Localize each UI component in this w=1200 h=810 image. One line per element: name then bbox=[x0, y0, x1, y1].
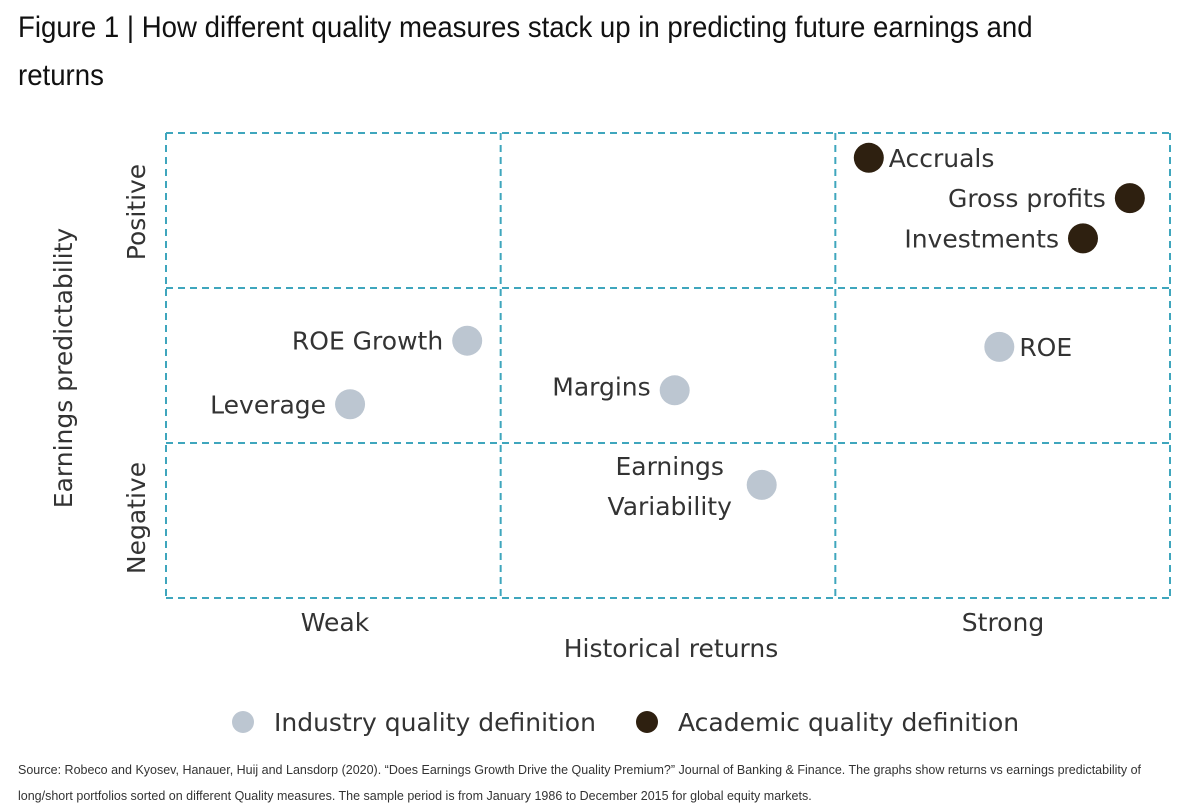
legend-item-academic: Academic quality definition bbox=[636, 696, 1019, 748]
data-point-earnings-variability: Earnings Variability bbox=[608, 452, 777, 521]
point-marker bbox=[746, 469, 777, 500]
x-tick-label: Strong bbox=[962, 608, 1044, 637]
point-marker bbox=[853, 142, 884, 173]
chart-title: Figure 1 | How different quality measure… bbox=[18, 11, 1033, 92]
point-label: Investments bbox=[904, 224, 1059, 253]
source-note: Source: Robeco and Kyosev, Hanauer, Huij… bbox=[18, 763, 1142, 803]
point-marker bbox=[452, 325, 483, 356]
x-axis-title: Historical returns bbox=[564, 634, 779, 663]
data-point-leverage: Leverage bbox=[210, 389, 366, 420]
data-point-roe-growth: ROE Growth bbox=[292, 325, 483, 356]
point-label: Margins bbox=[552, 372, 650, 401]
y-tick-label: Negative bbox=[122, 462, 151, 574]
legend-label-academic: Academic quality definition bbox=[678, 707, 1020, 737]
legend-marker-academic bbox=[636, 711, 658, 733]
grid bbox=[165, 132, 1171, 599]
point-label: ROE bbox=[1019, 333, 1072, 362]
legend-label-industry: Industry quality definition bbox=[274, 707, 596, 737]
data-point-margins: Margins bbox=[552, 372, 690, 406]
y-tick-label: Positive bbox=[122, 164, 151, 260]
point-label: Gross profits bbox=[948, 184, 1106, 213]
data-point-accruals: Accruals bbox=[853, 142, 995, 173]
point-marker bbox=[335, 389, 366, 420]
point-marker bbox=[1067, 223, 1098, 254]
legend-marker-industry bbox=[232, 711, 254, 733]
point-label: Leverage bbox=[210, 390, 326, 419]
point-marker bbox=[659, 375, 690, 406]
y-axis-title: Earnings predictability bbox=[49, 228, 78, 509]
point-label: Earnings Variability bbox=[608, 452, 733, 521]
data-point-roe: ROE bbox=[984, 331, 1072, 362]
data-point-investments: Investments bbox=[904, 223, 1098, 254]
axes: Weak Strong Historical returns Negative Posi… bbox=[49, 164, 1044, 663]
point-label: Accruals bbox=[889, 144, 995, 173]
point-label: ROE Growth bbox=[292, 327, 443, 356]
point-marker bbox=[984, 331, 1015, 362]
data-points: ROE Growth Leverage Margins ROE Earnings Vari… bbox=[210, 142, 1145, 521]
point-marker bbox=[1114, 183, 1145, 214]
legend-item-industry: Industry quality definition bbox=[232, 696, 596, 748]
legend: Industry quality definition Academic qua… bbox=[0, 696, 1200, 748]
x-tick-label: Weak bbox=[301, 608, 370, 637]
data-point-gross-profits: Gross profits bbox=[948, 183, 1145, 214]
